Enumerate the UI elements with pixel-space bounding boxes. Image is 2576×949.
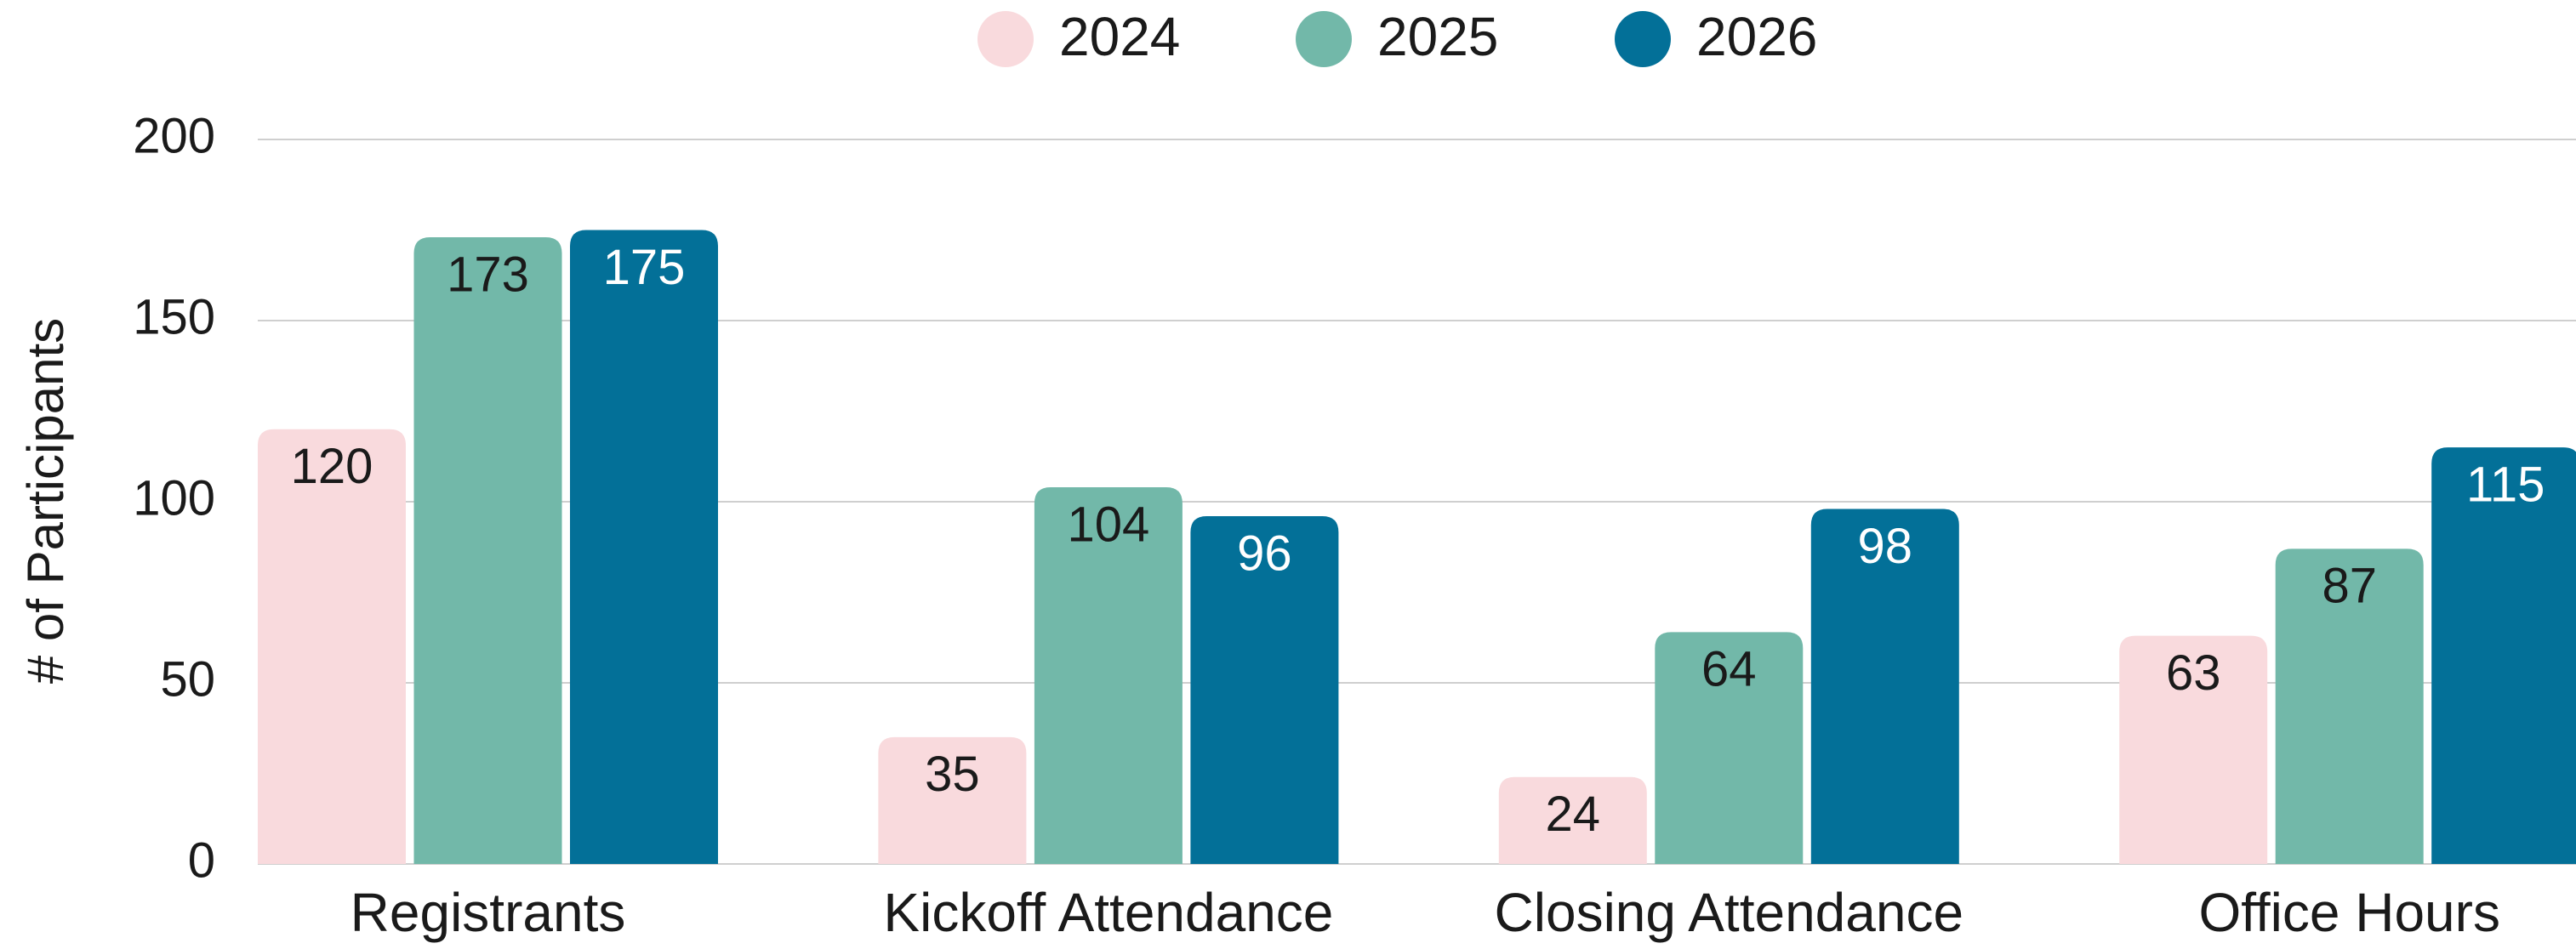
legend-label: 2026 (1696, 6, 1817, 67)
y-tick-label: 150 (133, 289, 215, 344)
legend-swatch (1296, 11, 1352, 67)
data-label: 64 (1701, 642, 1757, 697)
legend-label: 2025 (1377, 6, 1498, 67)
data-label: 63 (2166, 645, 2221, 701)
bar (1655, 632, 1804, 864)
data-label: 173 (447, 247, 529, 302)
bar (570, 230, 718, 864)
bar (2275, 548, 2424, 864)
legend-label: 2024 (1059, 6, 1180, 67)
data-label: 120 (291, 439, 373, 494)
data-label: 175 (603, 240, 686, 295)
y-axis-label: # of Participants (17, 318, 74, 684)
data-label: 98 (1858, 519, 1913, 574)
bar (2119, 635, 2268, 864)
legend-swatch (1615, 11, 1671, 67)
bar (1810, 509, 1959, 864)
y-tick-label: 100 (133, 470, 215, 526)
y-tick-label: 50 (160, 651, 215, 707)
data-label: 35 (925, 747, 980, 802)
x-tick-label: Office Hours (2198, 882, 2500, 943)
data-label: 24 (1546, 787, 1601, 842)
data-label: 115 (2466, 457, 2545, 512)
data-label: 104 (1068, 497, 1150, 552)
bar (878, 736, 1027, 864)
data-label: 96 (1237, 526, 1292, 581)
bar (413, 237, 562, 864)
y-tick-label: 200 (133, 108, 215, 163)
x-tick-label: Registrants (350, 882, 626, 943)
x-tick-label: Kickoff Attendance (883, 882, 1333, 943)
legend-swatch (977, 11, 1034, 67)
bar (1498, 776, 1647, 864)
bar (258, 429, 406, 864)
bar (1034, 486, 1183, 864)
y-tick-label: 0 (188, 833, 215, 888)
bar (1190, 516, 1339, 864)
x-tick-label: Closing Attendance (1495, 882, 1964, 943)
data-label: 87 (2322, 559, 2377, 614)
bar (2431, 447, 2576, 864)
